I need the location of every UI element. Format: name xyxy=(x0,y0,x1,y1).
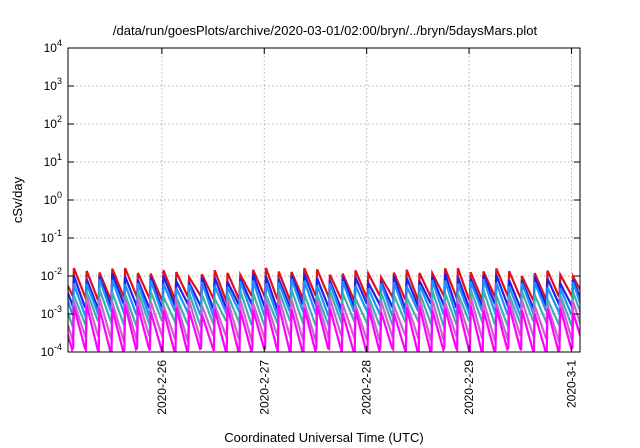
y-axis-ticks: 104 103 102 101 100 10-1 10-2 10-3 10-4 xyxy=(41,38,580,359)
y-axis-label: cSv/day xyxy=(10,176,25,223)
x-tick-label: 2020-3-1 xyxy=(564,360,578,408)
y-tick-label: 10-3 xyxy=(41,304,62,321)
x-axis-ticks: 2020-2-26 2020-2-27 2020-2-28 2020-2-29 2020… xyxy=(155,48,578,415)
y-tick-label: 10-4 xyxy=(41,342,62,359)
y-tick-label: 103 xyxy=(44,76,62,93)
y-tick-label: 102 xyxy=(44,114,62,131)
y-tick-label: 104 xyxy=(44,38,62,55)
chart-title: /data/run/goesPlots/archive/2020-03-01/0… xyxy=(113,23,538,38)
series-layer xyxy=(68,267,580,352)
x-axis-label: Coordinated Universal Time (UTC) xyxy=(224,430,423,445)
y-tick-label: 10-2 xyxy=(41,266,62,283)
x-tick-label: 2020-2-28 xyxy=(360,360,374,415)
series-line xyxy=(68,304,580,352)
y-tick-label: 101 xyxy=(44,152,62,169)
y-tick-label: 100 xyxy=(44,190,62,207)
x-tick-label: 2020-2-26 xyxy=(155,360,169,415)
x-tick-label: 2020-2-27 xyxy=(257,360,271,415)
y-tick-label: 10-1 xyxy=(41,228,62,245)
x-tick-label: 2020-2-29 xyxy=(462,360,476,415)
